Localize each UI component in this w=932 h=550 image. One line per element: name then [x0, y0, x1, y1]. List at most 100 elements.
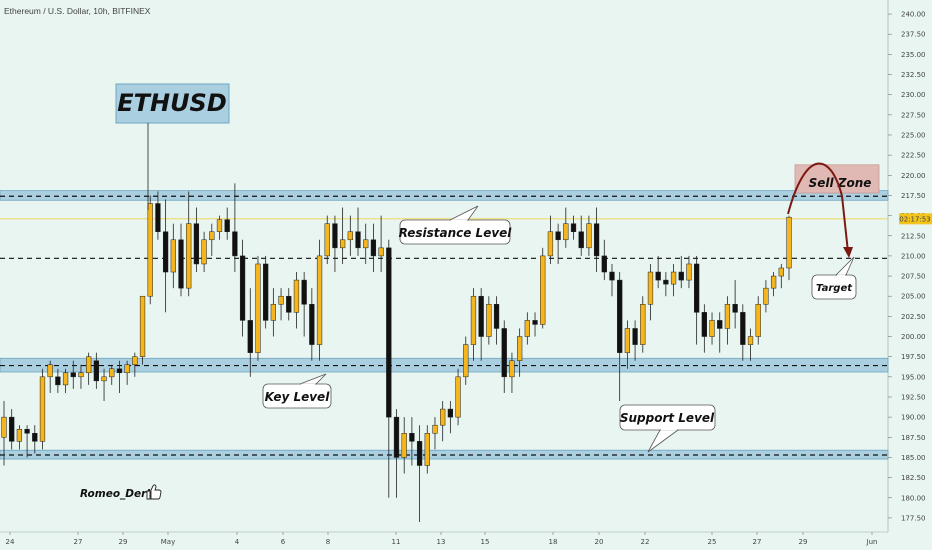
time-tick-label: 25 — [708, 538, 717, 546]
candle-body — [640, 304, 646, 345]
candle-body — [270, 304, 276, 321]
time-tick-label: 27 — [753, 538, 762, 546]
ethusd-label: ETHUSD — [117, 89, 227, 117]
candle-body — [786, 216, 792, 269]
candle-body — [740, 312, 746, 345]
candle-body — [393, 416, 400, 458]
candle-body — [647, 271, 654, 305]
candle-body — [578, 231, 584, 249]
candle-body — [524, 320, 530, 337]
candle-body — [617, 279, 623, 353]
candle-body — [593, 223, 600, 257]
candle-body — [178, 239, 184, 289]
price-tick-label: 237.50 — [901, 31, 926, 39]
time-tick-label: 18 — [549, 538, 558, 546]
candle-body — [132, 356, 138, 365]
candle-body — [1, 416, 7, 438]
candle-body — [455, 376, 461, 418]
candle-body — [16, 428, 23, 442]
candle-body — [239, 255, 246, 321]
candle-body — [86, 356, 92, 374]
time-tick-label: 29 — [119, 538, 128, 546]
candle-body — [201, 239, 207, 265]
candle-body — [301, 279, 307, 305]
symbol-title: Ethereum / U.S. Dollar, 10h, BITFINEX — [4, 6, 151, 16]
candle-body — [263, 263, 269, 321]
time-axis[interactable]: 24 27 29 May 4 6 8 11 13 15 18 20 22 25 27 29 Jun — [6, 532, 878, 546]
price-tick-label: 185.00 — [901, 454, 926, 462]
candle-body — [70, 372, 76, 378]
candle-body — [770, 275, 777, 289]
author-signature: Romeo_Deris — [80, 488, 156, 500]
target-callout[interactable] — [811, 274, 857, 300]
candles-layer — [1, 183, 792, 522]
candle-body — [701, 312, 707, 337]
price-tick-label: 202.50 — [901, 313, 926, 321]
candle-body — [416, 441, 423, 466]
price-tick-label: 197.50 — [901, 353, 926, 361]
candle-body — [486, 304, 492, 337]
candle-body — [401, 433, 407, 458]
candle-body — [339, 239, 346, 249]
candle-body — [686, 263, 692, 281]
candle-body — [709, 320, 715, 337]
candle-body — [9, 416, 15, 442]
time-tick-label: 11 — [392, 538, 401, 546]
candle-body — [609, 271, 615, 281]
candle-body — [694, 263, 700, 313]
candle-body — [440, 408, 446, 426]
price-tick-label: 220.00 — [901, 172, 926, 180]
candle-body — [378, 247, 384, 257]
key-level-callout[interactable] — [262, 383, 332, 409]
candle-body — [732, 304, 738, 313]
candle-body — [517, 336, 523, 361]
price-tick-label: 207.50 — [901, 273, 926, 281]
candle-body — [432, 424, 438, 434]
candle-body — [547, 231, 554, 257]
price-tick-label: 205.00 — [901, 293, 926, 301]
time-tick-label: 4 — [235, 538, 240, 546]
time-tick-label: Jun — [866, 538, 878, 546]
candle-body — [116, 368, 123, 374]
price-tick-label: 200.00 — [901, 333, 926, 341]
price-tick-label: 182.50 — [901, 474, 926, 482]
candle-body — [109, 368, 115, 378]
candle-body — [309, 304, 315, 345]
candle-body — [124, 364, 130, 374]
candle-body — [193, 223, 200, 265]
candle-body — [555, 231, 561, 241]
candle-body — [663, 279, 669, 285]
candle-body — [293, 279, 300, 313]
candle-body — [101, 376, 107, 382]
candle-body — [78, 372, 84, 378]
target-label: Target — [816, 283, 853, 294]
candle-body — [32, 433, 38, 442]
support-label: Support Level — [620, 411, 715, 425]
candle-body — [447, 408, 454, 418]
candle-body — [563, 223, 569, 241]
candle-body — [778, 267, 784, 277]
resistance-zone — [0, 190, 889, 201]
price-axis-background — [888, 0, 932, 550]
candle-body — [139, 295, 146, 357]
candle-body — [424, 433, 430, 466]
price-tick-label: 212.50 — [901, 232, 926, 240]
candle-body — [155, 203, 161, 232]
candle-body — [278, 295, 284, 305]
price-axis[interactable]: 177.50 180.00 182.50 185.00 187.50 190.00 192.… — [888, 11, 926, 523]
current-price-tag: 02:17:53 — [899, 213, 932, 225]
candle-body — [93, 360, 99, 382]
time-tick-label: May — [161, 538, 175, 546]
candle-body — [409, 433, 415, 442]
current-price-tag-box — [899, 213, 932, 225]
ethusd-label-box — [115, 83, 230, 124]
current-price-tag-label: 02:17:53 — [899, 215, 930, 223]
candle-body — [224, 219, 230, 232]
candle-body — [147, 203, 153, 297]
candle-body — [316, 255, 323, 345]
price-tick-label: 232.50 — [901, 71, 926, 79]
candle-body — [747, 336, 754, 345]
candle-body — [363, 239, 369, 249]
candle-body — [286, 295, 292, 313]
